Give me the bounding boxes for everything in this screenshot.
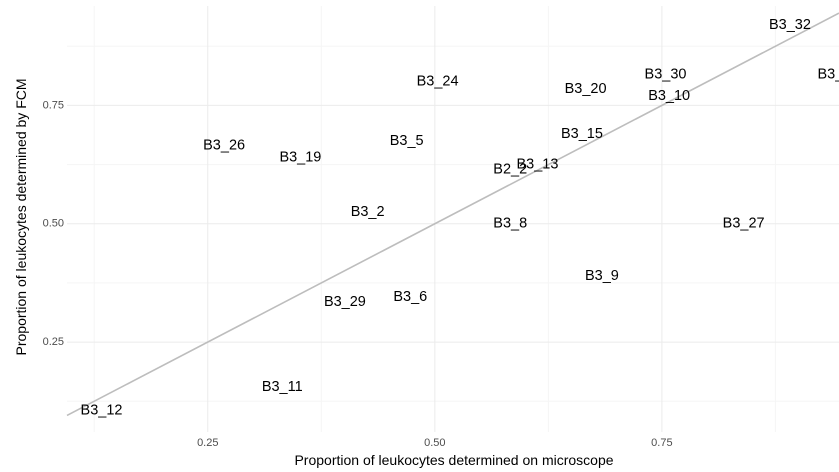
point-label-b3-30: B3_30 [645,67,687,83]
point-label-b3-2: B3_2 [351,204,385,220]
x-axis-title: Proportion of leukocytes determined on m… [294,452,613,468]
point-label-b3-27: B3_27 [723,216,765,232]
point-label-b3-24: B3_24 [417,74,459,90]
point-labels: B3_12 B3_11 B3_29 B3_6 B3_2 B3_26 B3_19 B3_5 B3_… [81,17,839,419]
x-tick-label: 0.25 [197,437,218,449]
point-label-b3-29: B3_29 [324,294,366,310]
point-label-b3-20: B3_20 [565,81,607,97]
y-axis-title: Proportion of leukocytes determined by F… [13,78,29,355]
point-label-b3-13: B3_13 [516,157,558,173]
point-label-b2-2: B2_2 [493,161,527,177]
point-label-b3-12: B3_12 [81,403,123,419]
reference-line-layer [66,12,839,417]
point-label-b3-32: B3_32 [769,17,811,33]
y-tick-label: 0.75 [43,99,64,111]
y-tick-label: 0.25 [43,336,64,348]
point-label-b3-5: B3_5 [390,133,424,149]
point-label-b3-19: B3_19 [279,149,321,165]
point-label-b3-15: B3_15 [561,126,603,142]
point-label-b3-6: B3_6 [393,289,427,305]
x-tick-label: 0.50 [424,437,445,449]
point-label-b3-26: B3_26 [203,138,245,154]
identity-reference-line [66,12,839,417]
point-label-b3-8: B3_8 [493,216,527,232]
major-grid [67,6,839,432]
y-tick-labels: 0.25 0.50 0.75 [43,99,64,348]
point-label-b3-7: B3_7 [818,67,839,83]
x-tick-label: 0.75 [651,437,672,449]
point-label-b3-10: B3_10 [648,88,690,104]
y-tick-label: 0.50 [43,218,64,230]
x-tick-labels: 0.25 0.50 0.75 [197,437,673,449]
minor-grid [67,6,839,432]
point-label-b3-9: B3_9 [585,268,619,284]
point-label-b3-11: B3_11 [262,379,303,395]
